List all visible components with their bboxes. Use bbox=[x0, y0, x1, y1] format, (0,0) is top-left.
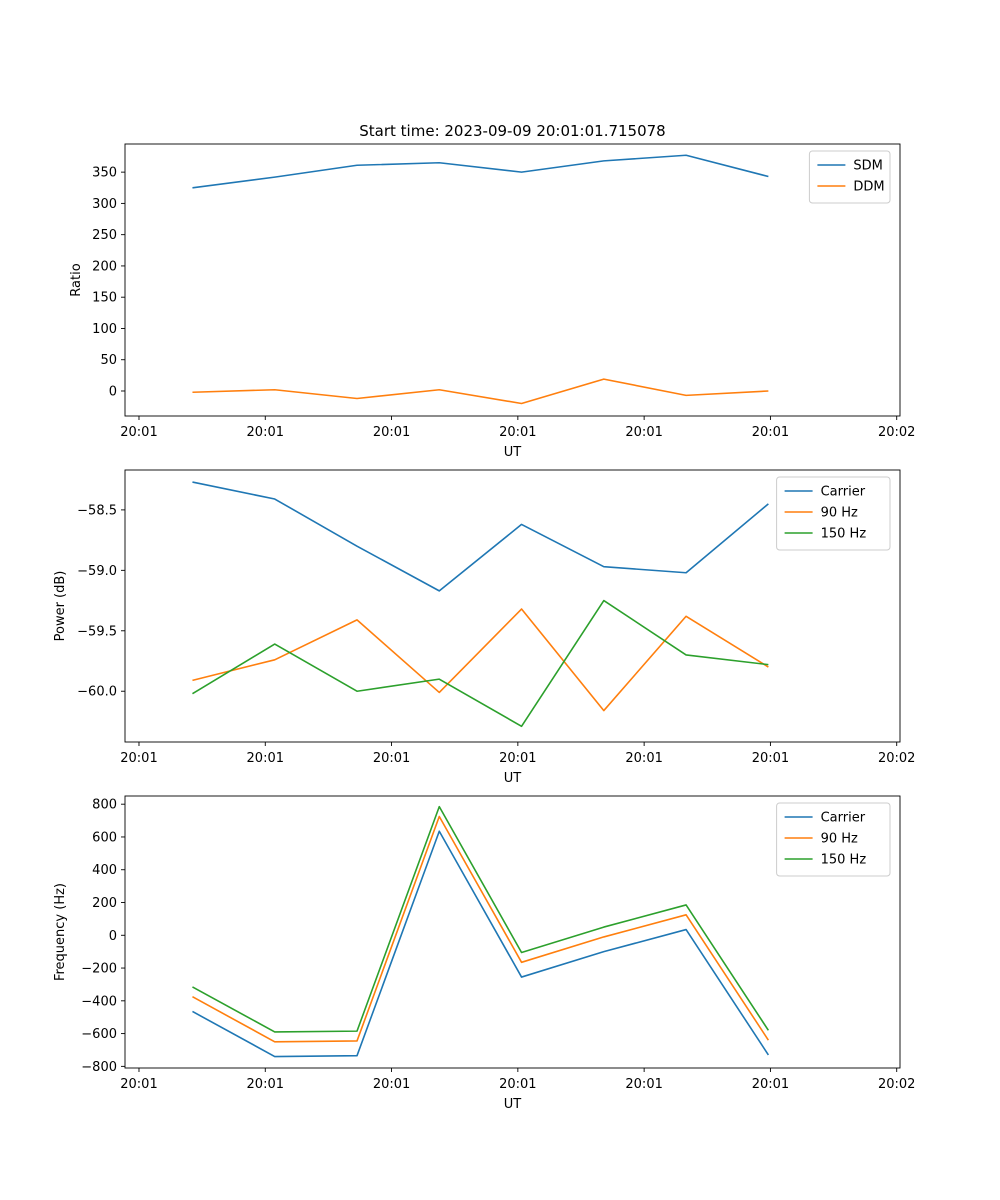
y-tick-label-7: 400 bbox=[92, 863, 117, 878]
y-axis-label: Power (dB) bbox=[53, 571, 68, 642]
y-axis-label: Ratio bbox=[69, 263, 84, 296]
series-line-150-hz bbox=[192, 805, 770, 1033]
x-tick-label-5: 20:01 bbox=[625, 425, 662, 440]
legend-label-2: 90 Hz bbox=[821, 506, 858, 521]
x-tick-label-7: 20:02 bbox=[878, 751, 915, 766]
legend-label-1: Carrier bbox=[821, 811, 866, 826]
legend-label-2: 90 Hz bbox=[821, 832, 858, 847]
x-tick-label-1: 20:01 bbox=[120, 1077, 157, 1092]
x-tick-label-3: 20:01 bbox=[373, 751, 410, 766]
axes-frame bbox=[124, 469, 901, 743]
legend: SDM DDM bbox=[808, 150, 891, 204]
charts-container: 20:01 20:01 20:01 20:01 20:01 20:01 20:02 0 50 10… bbox=[53, 143, 915, 1112]
x-tick-label-1: 20:01 bbox=[120, 425, 157, 440]
series-line-150-hz bbox=[192, 599, 769, 728]
y-tick-label-3: −400 bbox=[81, 994, 117, 1009]
x-tick-label-6: 20:01 bbox=[752, 1077, 789, 1092]
legend-label-3: 150 Hz bbox=[821, 853, 867, 868]
x-tick-label-7: 20:02 bbox=[878, 425, 915, 440]
series-line-carrier bbox=[192, 481, 769, 592]
legend-label-1: Carrier bbox=[821, 485, 866, 500]
y-tick-label-6: 250 bbox=[92, 228, 117, 243]
x-tick-label-2: 20:01 bbox=[247, 751, 284, 766]
chart-1: 20:01 20:01 20:01 20:01 20:01 20:01 20:02 0 50 10… bbox=[69, 143, 915, 460]
y-tick-label-4: −200 bbox=[81, 962, 117, 977]
legend-label-2: DDM bbox=[853, 180, 884, 195]
y-axis-label: Frequency (Hz) bbox=[53, 883, 68, 981]
x-tick-label-5: 20:01 bbox=[625, 751, 662, 766]
axes-frame bbox=[124, 795, 901, 1069]
x-tick-label-7: 20:02 bbox=[878, 1077, 915, 1092]
y-tick-label-2: 50 bbox=[100, 353, 117, 368]
y-tick-label-1: −60.0 bbox=[77, 685, 117, 700]
y-tick-label-2: −600 bbox=[81, 1027, 117, 1042]
y-tick-label-3: 100 bbox=[92, 322, 117, 337]
x-tick-label-4: 20:01 bbox=[499, 1077, 536, 1092]
y-tick-label-6: 200 bbox=[92, 896, 117, 911]
x-tick-label-3: 20:01 bbox=[373, 1077, 410, 1092]
y-tick-label-8: 350 bbox=[92, 166, 117, 181]
x-tick-label-4: 20:01 bbox=[499, 751, 536, 766]
legend-box bbox=[776, 802, 891, 877]
series-line-90-hz bbox=[192, 608, 769, 712]
legend-label-1: SDM bbox=[853, 159, 882, 174]
y-tick-label-4: 150 bbox=[92, 291, 117, 306]
chart-3: 20:01 20:01 20:01 20:01 20:01 20:01 20:02 −800 −… bbox=[53, 795, 915, 1112]
y-tick-label-3: −59.0 bbox=[77, 564, 117, 579]
y-tick-label-9: 800 bbox=[92, 798, 117, 813]
y-tick-label-8: 600 bbox=[92, 830, 117, 845]
y-tick-label-1: 0 bbox=[109, 384, 117, 399]
y-tick-label-1: −800 bbox=[81, 1060, 117, 1075]
x-tick-label-2: 20:01 bbox=[247, 1077, 284, 1092]
y-tick-label-2: −59.5 bbox=[77, 624, 117, 639]
y-tick-label-5: 200 bbox=[92, 259, 117, 274]
y-tick-label-7: 300 bbox=[92, 197, 117, 212]
series-line-ddm bbox=[192, 378, 769, 405]
series-line-carrier bbox=[192, 830, 770, 1058]
x-tick-label-6: 20:01 bbox=[752, 751, 789, 766]
y-tick-label-5: 0 bbox=[109, 929, 117, 944]
series-line-sdm bbox=[192, 154, 769, 189]
legend-box bbox=[776, 476, 891, 551]
figure-title: Start time: 2023-09-09 20:01:01.715078 bbox=[359, 122, 665, 140]
axes-frame bbox=[124, 143, 901, 417]
series-line-90-hz bbox=[192, 815, 770, 1043]
legend: Carrier 90 Hz 150 Hz bbox=[776, 476, 891, 551]
legend-box bbox=[808, 150, 891, 204]
chart-2: 20:01 20:01 20:01 20:01 20:01 20:01 20:02 −60.0… bbox=[53, 469, 915, 786]
x-axis-label: UT bbox=[504, 445, 522, 460]
x-axis-label: UT bbox=[504, 1097, 522, 1112]
legend-label-3: 150 Hz bbox=[821, 527, 867, 542]
x-tick-label-4: 20:01 bbox=[499, 425, 536, 440]
y-tick-label-4: −58.5 bbox=[77, 503, 117, 518]
x-axis-label: UT bbox=[504, 771, 522, 786]
x-tick-label-6: 20:01 bbox=[752, 425, 789, 440]
x-tick-label-1: 20:01 bbox=[120, 751, 157, 766]
x-tick-label-2: 20:01 bbox=[247, 425, 284, 440]
x-tick-label-5: 20:01 bbox=[625, 1077, 662, 1092]
legend: Carrier 90 Hz 150 Hz bbox=[776, 802, 891, 877]
x-tick-label-3: 20:01 bbox=[373, 425, 410, 440]
